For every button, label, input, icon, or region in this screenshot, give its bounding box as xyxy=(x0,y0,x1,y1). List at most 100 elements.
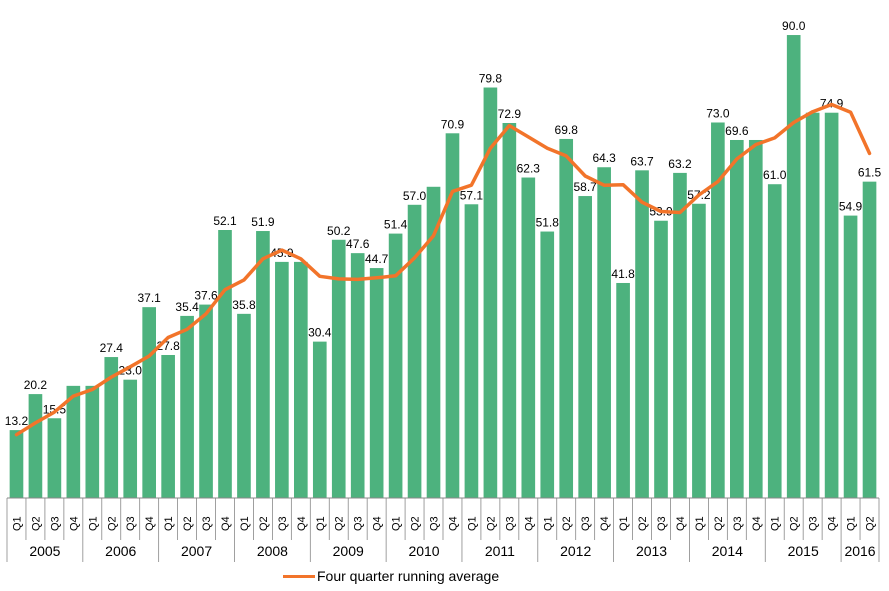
quarter-label: Q2 xyxy=(106,516,118,531)
legend: Four quarter running average xyxy=(283,568,499,584)
bar-value-label: 45.9 xyxy=(270,246,294,260)
bar xyxy=(199,304,213,498)
bar xyxy=(312,341,327,498)
legend-label: Four quarter running average xyxy=(317,568,500,584)
bar-value-label: 69.6 xyxy=(725,124,749,138)
bar-value-label: 61.5 xyxy=(858,166,882,180)
quarter-label: Q1 xyxy=(770,516,782,531)
year-label: 2009 xyxy=(333,543,364,559)
bar-value-label: 72.9 xyxy=(498,107,522,121)
bar xyxy=(559,138,574,499)
bar xyxy=(407,204,422,499)
bar-value-label: 69.8 xyxy=(555,123,579,137)
bar-value-label: 54.9 xyxy=(839,200,863,214)
bar xyxy=(104,357,119,498)
bar-value-label: 47.6 xyxy=(346,237,370,251)
bar xyxy=(142,307,156,498)
quarter-label: Q3 xyxy=(277,516,289,531)
quarter-label: Q1 xyxy=(542,516,554,531)
quarter-label: Q1 xyxy=(87,516,99,531)
quarter-label: Q4 xyxy=(372,516,384,531)
bar xyxy=(654,220,668,498)
bar xyxy=(237,313,251,498)
bar xyxy=(256,231,270,498)
bar xyxy=(426,186,441,498)
quarter-label: Q4 xyxy=(827,516,839,531)
bars xyxy=(9,35,877,499)
quarter-label: Q1 xyxy=(618,516,630,531)
legend-line-swatch xyxy=(283,574,315,578)
bar-value-label: 35.4 xyxy=(175,300,199,314)
bar xyxy=(350,253,365,498)
bar xyxy=(180,315,194,498)
quarter-label: Q4 xyxy=(220,516,232,531)
bar xyxy=(123,379,138,498)
quarter-label: Q2 xyxy=(30,516,42,531)
bar xyxy=(597,167,611,499)
bar xyxy=(616,282,630,498)
bar xyxy=(730,139,744,498)
bar xyxy=(767,184,782,498)
bar-value-label: 44.7 xyxy=(365,252,389,266)
bar-value-label: 50.2 xyxy=(327,224,351,238)
bar-value-label: 79.8 xyxy=(479,72,503,86)
quarter-label: Q3 xyxy=(201,516,213,531)
bar-value-label: 58.7 xyxy=(573,180,597,194)
quarter-label: Q1 xyxy=(12,516,24,531)
year-label: 2007 xyxy=(181,543,212,559)
quarter-label: Q1 xyxy=(846,516,858,531)
year-label: 2010 xyxy=(408,543,439,559)
bar xyxy=(786,35,801,498)
bar-value-label: 41.8 xyxy=(611,267,635,281)
bar-value-label: 51.9 xyxy=(251,215,275,229)
category-axis: Q1 Q2 Q3 Q4 Q1 Q2 Q3 Q4 Q1 Q2 Q3 Q4 Q1 Q2 Q3 Q4 Q1 Q2 Q3 Q4… xyxy=(6,497,880,562)
running-average-line xyxy=(14,102,872,437)
quarter-label: Q1 xyxy=(239,516,251,531)
quarter-label: Q2 xyxy=(713,516,725,531)
bar-value-label: 61.0 xyxy=(763,168,787,182)
year-label: 2012 xyxy=(560,543,591,559)
bar-value-label: 63.7 xyxy=(630,154,654,168)
bar-value-label: 51.8 xyxy=(536,216,560,230)
bar xyxy=(521,177,536,498)
bar-value-label: 70.9 xyxy=(441,117,465,131)
quarter-label: Q4 xyxy=(599,516,611,531)
bar xyxy=(692,203,706,499)
bar xyxy=(843,215,858,498)
bar xyxy=(711,122,725,498)
bar-value-label: 51.4 xyxy=(384,218,408,232)
quarter-label: Q2 xyxy=(485,516,497,531)
bar-value-label: 27.4 xyxy=(100,341,124,355)
year-label: 2015 xyxy=(788,543,819,559)
bar xyxy=(294,261,308,498)
quarter-label: Q3 xyxy=(429,516,441,531)
quarter-label: Q3 xyxy=(125,516,137,531)
bar-value-label: 90.0 xyxy=(782,19,806,33)
bar xyxy=(28,394,43,498)
quarter-label: Q4 xyxy=(144,516,156,531)
quarter-label: Q3 xyxy=(580,516,592,531)
bar xyxy=(66,385,81,498)
bar xyxy=(85,385,100,498)
bar xyxy=(635,170,649,498)
quarter-label: Q4 xyxy=(523,516,535,531)
bar-value-label: 57.0 xyxy=(403,189,427,203)
year-label: 2016 xyxy=(844,543,875,559)
quarter-label: Q2 xyxy=(410,516,422,531)
quarter-label: Q4 xyxy=(296,516,308,531)
bar xyxy=(578,196,592,499)
bar-value-label: 62.3 xyxy=(517,162,541,176)
bar xyxy=(275,261,289,498)
bar xyxy=(331,239,346,499)
year-label: 2013 xyxy=(636,543,667,559)
quarter-label: Q2 xyxy=(561,516,573,531)
quarter-label: Q3 xyxy=(49,516,61,531)
bar-value-label: 73.0 xyxy=(706,106,730,120)
bar-value-label: 30.4 xyxy=(308,326,332,340)
quarter-label: Q2 xyxy=(334,516,346,531)
bar xyxy=(9,430,24,498)
bar xyxy=(161,354,175,498)
quarter-label: Q2 xyxy=(258,516,270,531)
bar-value-label: 37.6 xyxy=(194,289,218,303)
